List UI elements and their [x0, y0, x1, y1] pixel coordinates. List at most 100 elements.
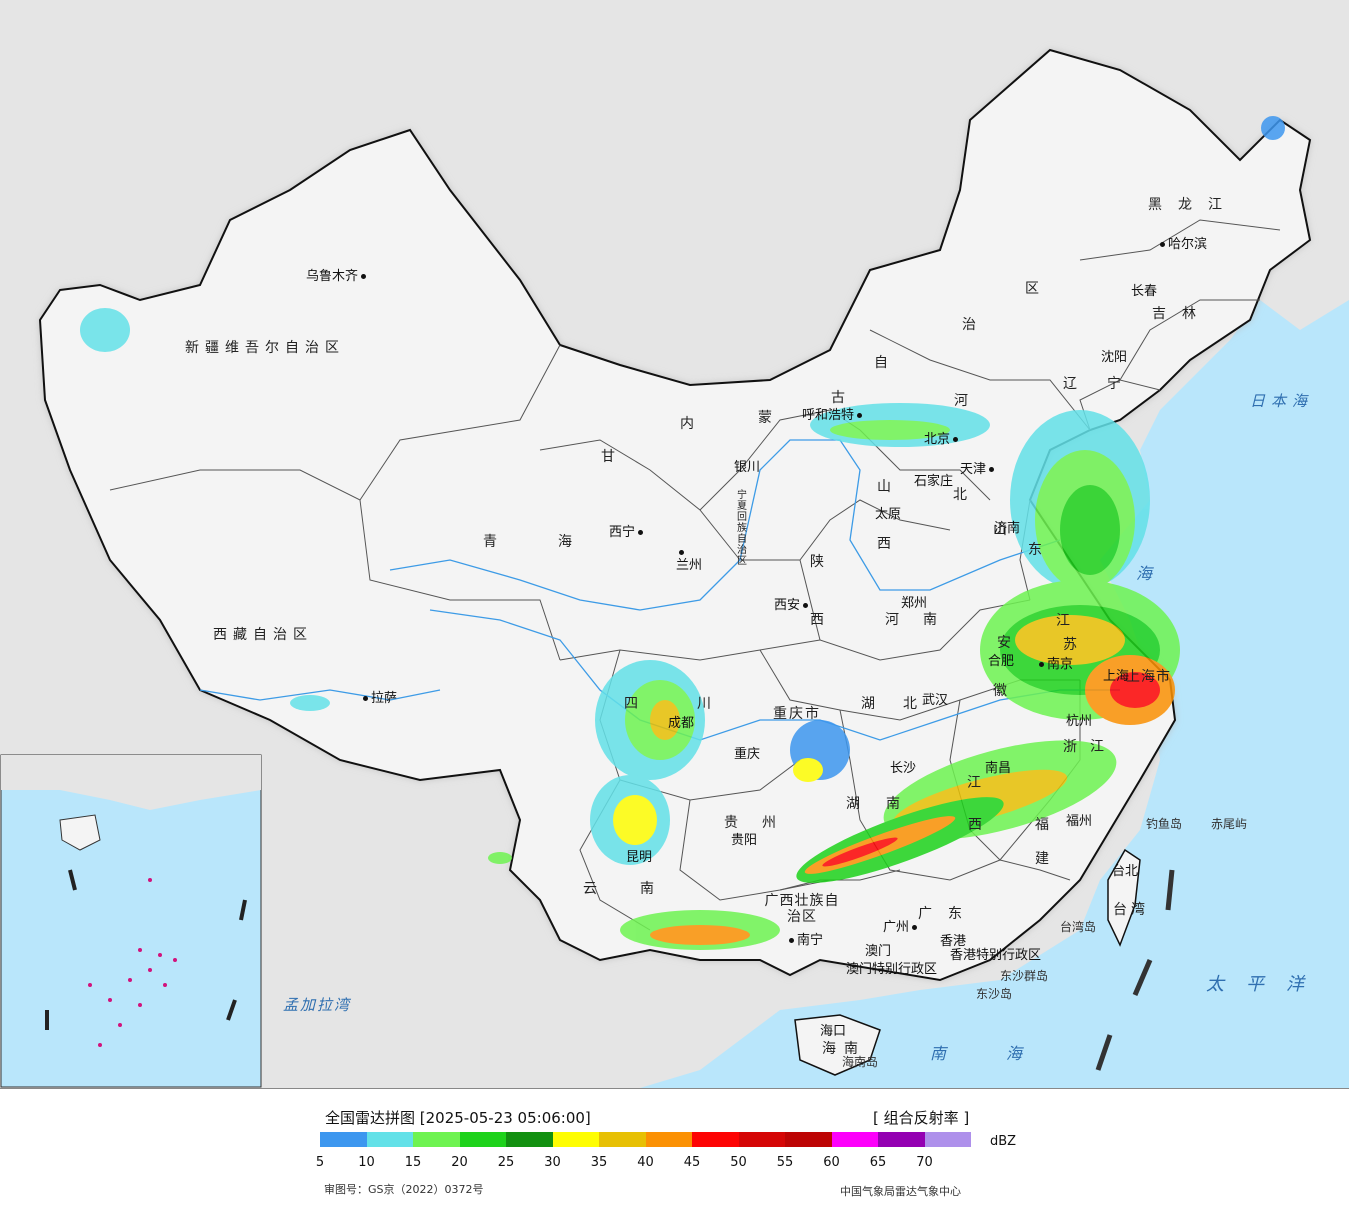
color-scale: [320, 1132, 971, 1147]
region-fujian-a: 福: [1035, 817, 1055, 833]
region-neimenggu-gu: 古: [831, 390, 851, 406]
region-aomen: 澳门特别行政区: [846, 962, 938, 977]
scale-tick: 50: [730, 1155, 747, 1170]
region-liaoning: 辽宁: [1063, 376, 1151, 392]
scale-tick: 45: [683, 1155, 701, 1170]
region-fujian-b: 建: [1035, 851, 1055, 867]
scale-swatch: [924, 1132, 971, 1147]
city-shanghai: 上海: [1103, 669, 1130, 684]
city-hangzhou: 杭州: [1066, 714, 1093, 729]
city-wuhan: 武汉: [922, 693, 949, 708]
city-kunming: 昆明: [626, 850, 653, 865]
region-neimenggu-zhi: 治: [962, 317, 982, 333]
city-zhengzhou: 郑州: [901, 596, 928, 611]
city-harbin: 哈尔滨: [1157, 238, 1207, 251]
region-hunan-a: 湖: [846, 796, 866, 812]
region-shandong-b: 东: [1028, 542, 1048, 558]
region-guizhou-b: 州: [762, 815, 782, 831]
region-ningxia: 宁夏回族自治区: [737, 490, 747, 567]
region-zhejiang-a: 浙: [1063, 739, 1083, 755]
region-shaanxi-b: 西: [810, 612, 830, 628]
region-shanxi-a: 山: [877, 479, 897, 495]
approval-number: 审图号：GS京（2022）0372号: [324, 1183, 484, 1196]
city-taibei: 台北: [1112, 864, 1139, 879]
city-changsha: 长沙: [890, 761, 917, 776]
city-xianggang: 香港: [940, 934, 967, 949]
scale-tick: 55: [776, 1155, 794, 1170]
scale-swatch: [366, 1132, 413, 1147]
island-chiwei: 赤尾屿: [1211, 817, 1248, 831]
legend-title: 全国雷达拼图 [2025-05-23 05:06:00]: [325, 1109, 591, 1127]
map-canvas: [0, 0, 1349, 1088]
region-shaanxi-a: 陕: [810, 554, 830, 570]
region-jiangxi-b: 西: [968, 817, 988, 833]
boundary-dashes: [1095, 869, 1175, 1071]
city-shenyang: 沈阳: [1101, 350, 1128, 365]
region-jiangsu-b: 苏: [1063, 637, 1083, 653]
scale-tick: 5: [315, 1155, 325, 1170]
city-xining: 西宁: [609, 526, 646, 539]
region-qinghai-a: 青: [483, 534, 503, 550]
scale-tick: 40: [637, 1155, 654, 1170]
region-jiangxi-a: 江: [967, 775, 987, 791]
region-henan-a: 河: [885, 612, 905, 628]
region-yunnan-a: 云: [583, 881, 603, 897]
radar-echoes: [80, 116, 1285, 950]
island-hainan: 海南岛: [842, 1055, 879, 1069]
sea-donghai: 海: [1136, 564, 1159, 583]
region-anhui-b: 徽: [993, 683, 1013, 699]
city-lanzhou: 兰州: [676, 546, 702, 572]
region-qinghai-b: 海: [558, 534, 578, 550]
city-lhasa: 拉萨: [360, 692, 397, 705]
region-guizhou-a: 贵: [724, 815, 744, 831]
region-neimenggu-zi: 自: [874, 355, 894, 371]
region-hainan: 海南: [822, 1041, 866, 1057]
sea-nanhai: 南海: [930, 1044, 1083, 1063]
scale-tick: 25: [497, 1155, 515, 1170]
city-nanchang: 南昌: [985, 761, 1012, 776]
island-taiwan: 台湾岛: [1060, 920, 1097, 934]
scale-ticks: 5 10 15 20 25 30 35 40 45 50 55 60 65 70: [300, 1155, 1000, 1175]
region-anhui-a: 安: [997, 635, 1017, 651]
region-sichuan-a: 四: [624, 696, 644, 712]
scale-swatch: [878, 1132, 925, 1147]
region-hunan-b: 南: [886, 796, 906, 812]
region-neimenggu-qu: 区: [1025, 281, 1045, 297]
scale-swatch: [459, 1132, 506, 1147]
city-changchun: 长春: [1131, 284, 1158, 299]
city-guangzhou: 广州: [883, 921, 920, 934]
scale-swatch: [692, 1132, 739, 1147]
city-yinchuan: 银川: [734, 460, 761, 475]
city-shijiazhuang: 石家庄: [914, 474, 954, 489]
city-fuzhou: 福州: [1066, 814, 1093, 829]
region-sichuan-b: 川: [697, 696, 717, 712]
scale-swatch: [785, 1132, 832, 1147]
region-jilin: 吉林: [1152, 306, 1212, 322]
scale-swatch: [645, 1132, 692, 1147]
sea-taipingyang: 太平洋: [1206, 974, 1326, 995]
scale-swatch: [831, 1132, 878, 1147]
scale-tick: 10: [358, 1155, 375, 1170]
region-shandong-a: 山: [993, 522, 1013, 538]
city-beijing: 北京: [924, 433, 961, 446]
city-chengdu: 成都: [668, 716, 695, 731]
region-xianggang: 香港特别行政区: [950, 948, 1042, 963]
legend-panel: 全国雷达拼图 [2025-05-23 05:06:00] [ 组合反射率 ] 5…: [0, 1088, 1349, 1209]
scale-swatch: [552, 1132, 599, 1147]
region-hubei-a: 湖: [861, 696, 881, 712]
scale-tick: 35: [590, 1155, 608, 1170]
city-guiyang: 贵阳: [731, 833, 758, 848]
region-zhejiang-b: 江: [1090, 739, 1110, 755]
taiwan-island: [1107, 848, 1141, 947]
scale-tick: 15: [404, 1155, 422, 1170]
region-guangdong: 广东: [918, 906, 978, 922]
city-hefei: 合肥: [988, 654, 1015, 669]
region-jiangsu-a: 江: [1056, 613, 1076, 629]
inset-map: [0, 754, 262, 1088]
region-gansu: 甘: [601, 449, 621, 465]
scale-tick: 20: [451, 1155, 468, 1170]
region-heilongjiang: 黑龙江: [1148, 197, 1238, 213]
rivers: [199, 439, 1120, 741]
scale-swatch: [413, 1132, 460, 1147]
scale-swatch: [599, 1132, 646, 1147]
